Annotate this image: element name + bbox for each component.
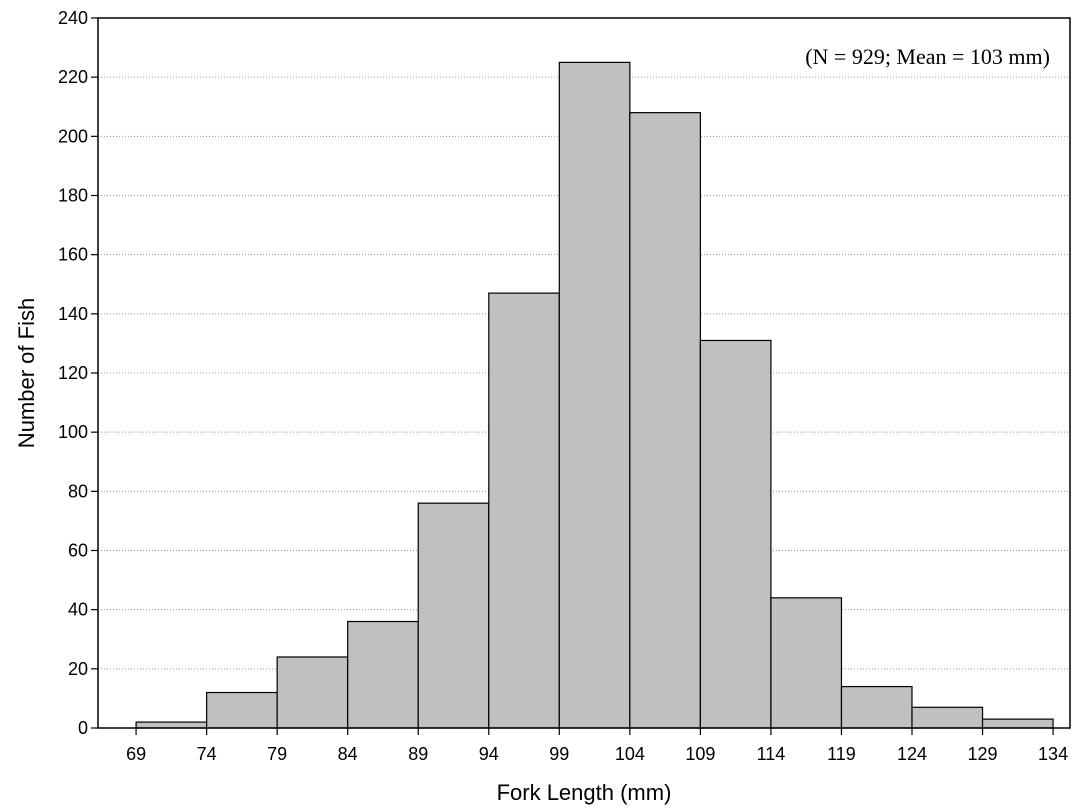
- y-tick-label: 100: [58, 422, 88, 442]
- x-tick-label: 114: [757, 744, 786, 764]
- histogram-bar: [347, 620, 419, 729]
- x-tick-label: 134: [1038, 744, 1068, 764]
- y-tick-label: 220: [58, 67, 88, 87]
- histogram-bar: [135, 721, 208, 729]
- x-tick-label: 99: [549, 744, 569, 764]
- x-tick-label: 74: [197, 744, 217, 764]
- x-axis-title: Fork Length (mm): [497, 780, 672, 805]
- histogram-bar: [699, 339, 772, 729]
- y-tick-label: 140: [58, 304, 88, 324]
- y-tick-label: 160: [58, 245, 88, 265]
- summary-annotation: (N = 929; Mean = 103 mm): [805, 44, 1050, 69]
- y-tick-label: 120: [58, 363, 88, 383]
- histogram-bar: [629, 112, 701, 729]
- x-tick-label: 84: [338, 744, 358, 764]
- x-tick-label: 109: [685, 744, 715, 764]
- histogram-bar: [981, 718, 1054, 729]
- histogram-bar: [558, 61, 631, 729]
- y-tick-label: 240: [58, 8, 88, 28]
- x-tick-label: 104: [615, 744, 645, 764]
- x-tick-label: 89: [408, 744, 428, 764]
- x-tick-label: 94: [479, 744, 499, 764]
- histogram-bar: [488, 292, 560, 729]
- x-axis: 69 74 79 84 89 94 99 104 109 114 119 124 129 134: [126, 728, 1068, 764]
- bars: [135, 61, 1054, 729]
- y-tick-label: 60: [68, 541, 88, 561]
- histogram-bar: [840, 685, 913, 729]
- histogram-bar: [770, 597, 843, 729]
- histogram-bar: [417, 502, 490, 729]
- histogram-bar: [206, 691, 278, 729]
- y-tick-label: 80: [68, 481, 88, 501]
- y-tick-label: 40: [68, 600, 88, 620]
- histogram-bar: [276, 656, 349, 729]
- x-tick-label: 79: [267, 744, 287, 764]
- histogram-bar: [911, 706, 984, 729]
- y-axis: 0 20 40 60 80 100 120 140 160 180 200 220 240: [58, 8, 98, 738]
- x-tick-label: 119: [827, 744, 856, 764]
- y-tick-label: 0: [78, 718, 88, 738]
- x-tick-label: 69: [126, 744, 146, 764]
- y-tick-label: 180: [58, 186, 88, 206]
- y-axis-title: Number of Fish: [14, 298, 39, 448]
- y-tick-label: 20: [68, 659, 88, 679]
- x-tick-label: 124: [897, 744, 927, 764]
- y-tick-label: 200: [58, 126, 88, 146]
- x-tick-label: 129: [968, 744, 998, 764]
